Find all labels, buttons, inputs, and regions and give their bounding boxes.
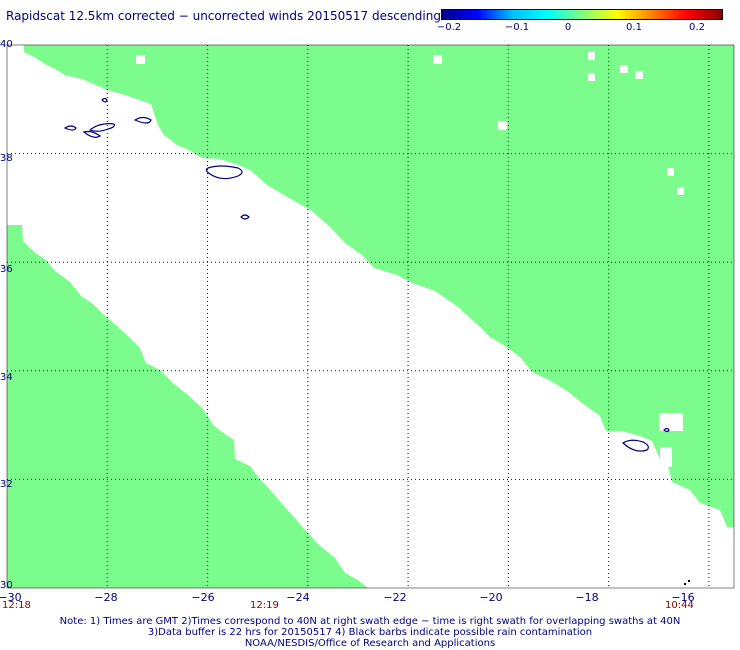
island-madeira: [622, 439, 649, 452]
colorbar-label: −0.1: [504, 22, 530, 33]
lon-tick: −20: [479, 591, 503, 604]
lat-tick: 36: [0, 264, 13, 275]
lon-tick: −26: [191, 591, 215, 604]
coastlines: [63, 97, 670, 452]
island-sao-jorge: [88, 123, 115, 132]
island-flores: [101, 97, 108, 103]
data-gap: [659, 413, 683, 431]
island-porto-santo: [663, 427, 670, 433]
data-gap: [677, 187, 684, 195]
swath-lower-left: [7, 225, 368, 588]
lat-tick: 38: [0, 153, 13, 164]
rain-barb-marks: [684, 580, 690, 585]
footnote-credit: NOAA/NESDIS/Office of Research and Appli…: [244, 638, 496, 649]
colorbar-label: −0.2: [436, 22, 462, 33]
map-frame: [6, 44, 735, 589]
data-gap: [136, 55, 145, 64]
footnote-line-1: Note: 1) Times are GMT 2)Times correspon…: [59, 616, 681, 627]
lat-tick: 40: [0, 39, 13, 50]
barb-dot: [688, 580, 690, 582]
footnote-line-2: 3)Data buffer is 22 hrs for 20150517 4) …: [147, 627, 593, 638]
swath-time-label: 12:19: [250, 600, 279, 611]
data-gap: [498, 121, 507, 130]
data-gap: [620, 65, 628, 73]
island-faial: [63, 125, 77, 131]
island-pico: [82, 130, 102, 138]
data-gap: [588, 52, 595, 60]
data-gap: [588, 73, 595, 81]
lon-tick: −24: [286, 591, 310, 604]
data-gap: [660, 447, 672, 467]
lat-tick: 30: [0, 580, 13, 591]
island-sao-miguel: [205, 165, 243, 180]
colorbar-label: 0.2: [689, 22, 705, 33]
lat-tick: 32: [0, 479, 13, 490]
lat-tick: 34: [0, 372, 13, 383]
lon-tick: −30: [0, 591, 22, 604]
colorbar-label: 0.1: [626, 22, 642, 33]
island-santa-maria: [240, 214, 250, 220]
graticule: [7, 45, 734, 588]
island-terceira: [133, 116, 152, 124]
data-gap: [635, 71, 643, 79]
swath-time-label: 12:18: [2, 600, 31, 611]
barb-dot: [684, 583, 686, 585]
lon-tick: −18: [575, 591, 599, 604]
colorbar-label: 0: [564, 22, 572, 33]
lon-tick: −28: [94, 591, 118, 604]
lon-tick: −22: [383, 591, 407, 604]
lon-tick: −16: [671, 591, 695, 604]
data-gap: [667, 168, 674, 176]
colorbar: [441, 9, 723, 20]
data-gap: [433, 55, 442, 64]
swath-time-label: 10:44: [665, 600, 694, 611]
swath-upper-right: [24, 45, 734, 527]
map-title: Rapidscat 12.5km corrected − uncorrected…: [6, 9, 441, 23]
